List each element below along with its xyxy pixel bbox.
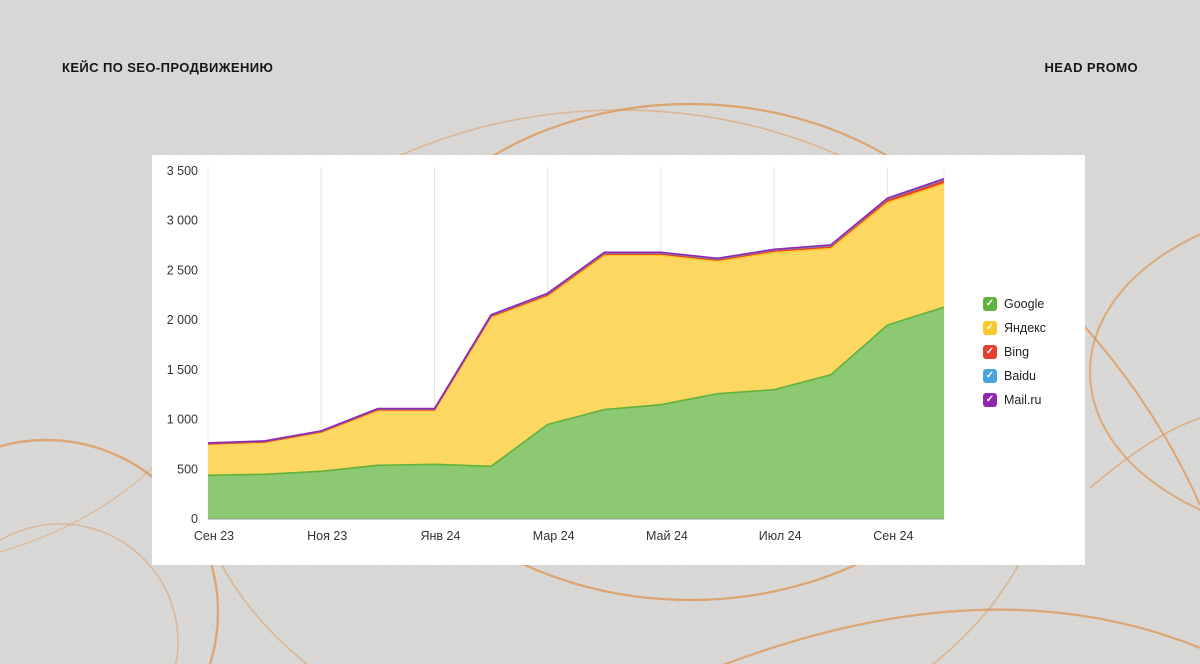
x-tick-label: Май 24 — [646, 529, 688, 543]
legend-check-icon: ✓ — [983, 321, 997, 335]
legend-label: Mail.ru — [1004, 393, 1042, 407]
legend-label: Baidu — [1004, 369, 1036, 383]
chart-card: Сен 23 Ноя 23 Янв 24 Мар 24 Май 24 Июл 24 Сен … — [152, 155, 1085, 565]
legend-item-bing[interactable]: ✓ Bing — [983, 345, 1079, 359]
y-tick-label: 500 — [177, 462, 198, 476]
legend-label: Bing — [1004, 345, 1030, 359]
legend-check-icon: ✓ — [983, 297, 997, 311]
legend-label: Google — [1004, 297, 1045, 311]
y-tick-label: 2 500 — [167, 263, 198, 277]
x-tick-label: Янв 24 — [420, 529, 460, 543]
x-tick-label: Сен 24 — [873, 529, 913, 543]
x-tick-label: Июл 24 — [759, 529, 802, 543]
chart-legend: ✓ Google ✓ Яндекс ✓ Bing ✓ Baidu ✓ Mail.ru — [983, 297, 1079, 407]
legend-item-baidu[interactable]: ✓ Baidu — [983, 369, 1079, 383]
legend-check-icon: ✓ — [983, 345, 997, 359]
x-tick-label: Ноя 23 — [307, 529, 347, 543]
legend-item-google[interactable]: ✓ Google — [983, 297, 1079, 311]
y-tick-label: 1 000 — [167, 413, 198, 427]
x-tick-label: Мар 24 — [533, 529, 575, 543]
y-tick-label: 3 000 — [167, 214, 198, 228]
y-tick-label: 0 — [191, 512, 198, 526]
legend-check-icon: ✓ — [983, 369, 997, 383]
legend-label: Яндекс — [1004, 321, 1047, 335]
case-title: КЕЙС ПО SEO-ПРОДВИЖЕНИЮ — [62, 60, 274, 75]
y-tick-label: 3 500 — [167, 164, 198, 178]
stacked-area-chart: Сен 23 Ноя 23 Янв 24 Мар 24 Май 24 Июл 24 Сен … — [167, 164, 945, 543]
x-tick-label: Сен 23 — [194, 529, 234, 543]
y-tick-label: 2 000 — [167, 313, 198, 327]
legend-item-[interactable]: ✓ Яндекс — [983, 321, 1079, 335]
y-tick-label: 1 500 — [167, 363, 198, 377]
legend-item-mailru[interactable]: ✓ Mail.ru — [983, 393, 1079, 407]
legend-check-icon: ✓ — [983, 393, 997, 407]
brand-title: HEAD PROMO — [1044, 60, 1138, 75]
